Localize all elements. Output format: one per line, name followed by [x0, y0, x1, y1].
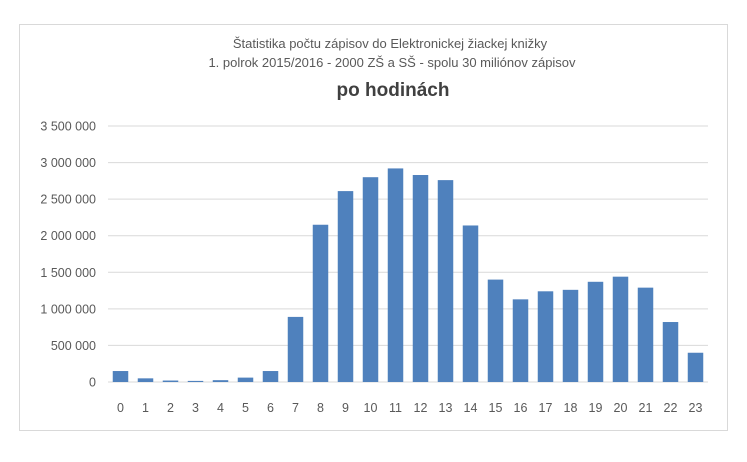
chart-title-line-2: 1. polrok 2015/2016 - 2000 ZŠ a SŠ - spo…: [208, 55, 576, 70]
y-tick-label: 3 000 000: [40, 156, 96, 170]
x-tick-label: 18: [564, 401, 578, 415]
bar-hour-23: [687, 352, 704, 382]
bar-hour-8: [312, 224, 329, 382]
bar-hour-4: [212, 380, 229, 382]
x-tick-label: 16: [514, 401, 528, 415]
bar-hour-0: [112, 371, 129, 382]
x-tick-label: 11: [389, 401, 402, 415]
bar-hour-16: [512, 299, 529, 382]
x-tick-label: 15: [489, 401, 503, 415]
y-tick-label: 500 000: [51, 339, 96, 353]
bar-hour-6: [262, 371, 279, 382]
y-tick-label: 0: [89, 376, 96, 390]
x-tick-label: 6: [267, 401, 274, 415]
bar-hour-3: [187, 380, 204, 382]
x-tick-label: 23: [689, 401, 703, 415]
bar-hour-7: [287, 316, 304, 382]
y-axis-ticks: 0 500 000 1 000 000 1 500 000 2 000 000 2 500…: [40, 120, 96, 390]
bar-hour-2: [162, 380, 179, 382]
bar-hour-9: [337, 191, 354, 382]
x-tick-label: 1: [142, 401, 149, 415]
bar-hour-20: [612, 276, 629, 382]
x-tick-label: 5: [242, 401, 249, 415]
y-tick-label: 2 500 000: [40, 193, 96, 207]
x-tick-label: 3: [192, 401, 199, 415]
x-tick-label: 13: [439, 401, 453, 415]
bar-hour-5: [237, 377, 254, 382]
y-tick-label: 3 500 000: [40, 120, 96, 134]
y-tick-label: 1 500 000: [40, 266, 96, 280]
x-tick-label: 7: [292, 401, 299, 415]
bar-hour-18: [562, 289, 579, 382]
x-tick-label: 9: [342, 401, 349, 415]
bar-hour-10: [362, 177, 379, 382]
chart-title-line-1: Štatistika počtu zápisov do Elektronicke…: [233, 36, 548, 51]
x-tick-label: 20: [614, 401, 628, 415]
x-tick-label: 12: [414, 401, 428, 415]
x-tick-label: 21: [639, 401, 653, 415]
x-tick-label: 4: [217, 401, 224, 415]
x-tick-label: 0: [117, 401, 124, 415]
bars: [112, 168, 704, 382]
gridlines: [108, 125, 708, 383]
bar-hour-22: [662, 322, 679, 382]
y-tick-label: 1 000 000: [40, 302, 96, 316]
bar-hour-14: [462, 225, 479, 382]
x-axis-ticks: 0 1 2 3 4 5 6 7 8 9 10 11 12 13 14 15 16 17 18 19 20 21 22 23: [117, 401, 702, 415]
bar-hour-19: [587, 281, 604, 382]
bar-hour-12: [412, 175, 429, 382]
x-tick-label: 8: [317, 401, 324, 415]
bar-hour-13: [437, 180, 454, 382]
x-tick-label: 14: [464, 401, 478, 415]
bar-hour-21: [637, 287, 654, 382]
bar-hour-17: [537, 291, 554, 382]
x-tick-label: 17: [539, 401, 553, 415]
y-tick-label: 2 000 000: [40, 229, 96, 243]
bar-hour-1: [137, 378, 154, 382]
bar-hour-11: [387, 168, 404, 382]
chart-title: po hodinách: [337, 80, 450, 101]
x-tick-label: 19: [589, 401, 603, 415]
x-tick-label: 10: [364, 401, 378, 415]
bar-hour-15: [487, 279, 504, 382]
x-tick-label: 22: [664, 401, 678, 415]
x-tick-label: 2: [167, 401, 174, 415]
